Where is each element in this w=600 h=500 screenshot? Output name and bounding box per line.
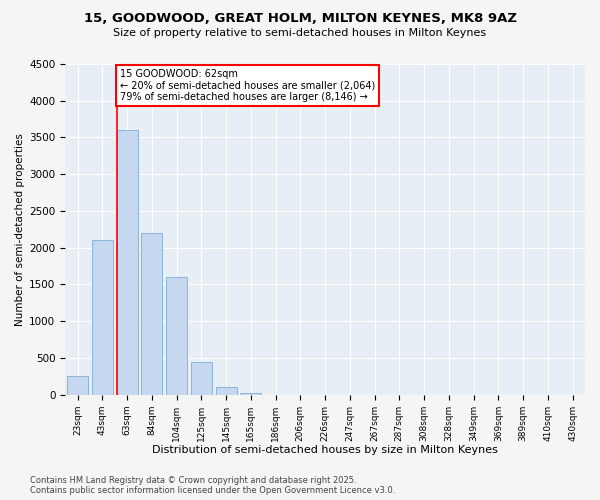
Bar [116,130,137,394]
Y-axis label: Number of semi-detached properties: Number of semi-detached properties [15,133,25,326]
Bar [240,392,262,394]
Bar [141,233,163,394]
X-axis label: Distribution of semi-detached houses by size in Milton Keynes: Distribution of semi-detached houses by … [152,445,498,455]
Bar [166,277,187,394]
Bar [67,376,88,394]
Text: 15 GOODWOOD: 62sqm
← 20% of semi-detached houses are smaller (2,064)
79% of semi: 15 GOODWOOD: 62sqm ← 20% of semi-detache… [120,69,376,102]
Bar [215,388,236,394]
Bar [92,240,113,394]
Text: 15, GOODWOOD, GREAT HOLM, MILTON KEYNES, MK8 9AZ: 15, GOODWOOD, GREAT HOLM, MILTON KEYNES,… [83,12,517,26]
Bar [191,362,212,394]
Text: Contains HM Land Registry data © Crown copyright and database right 2025.
Contai: Contains HM Land Registry data © Crown c… [30,476,395,495]
Text: Size of property relative to semi-detached houses in Milton Keynes: Size of property relative to semi-detach… [113,28,487,38]
